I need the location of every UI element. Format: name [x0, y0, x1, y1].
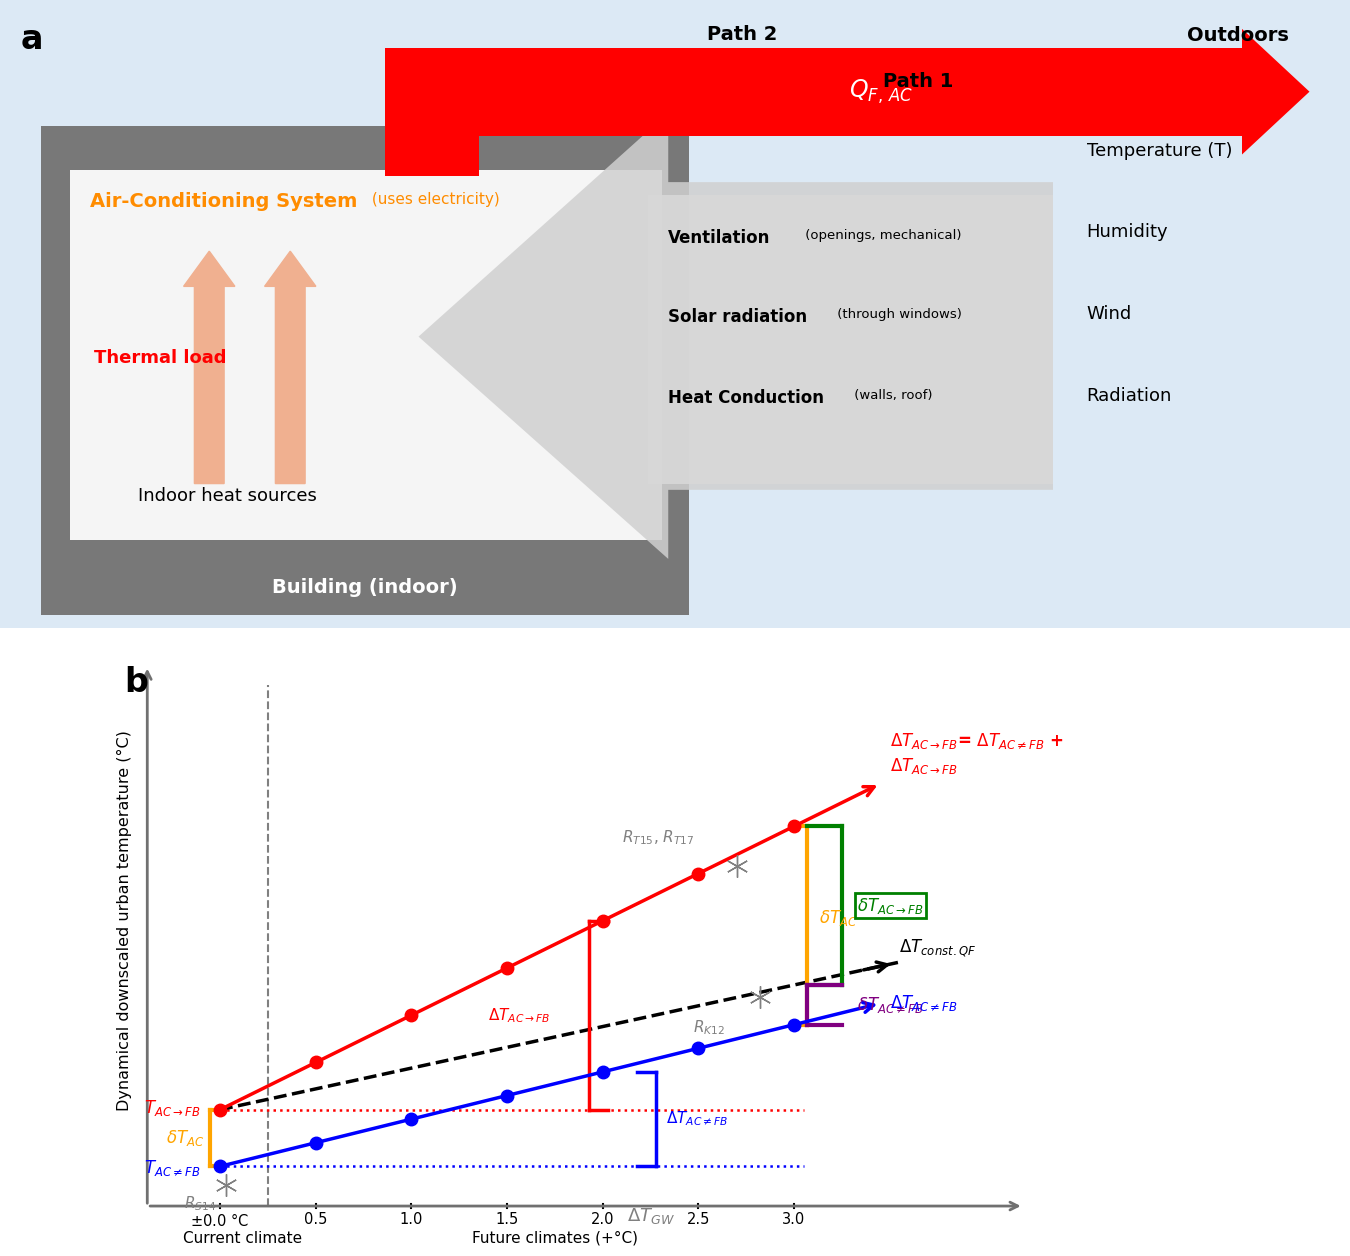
Text: $\delta T_{AC}$: $\delta T_{AC}$: [166, 1128, 205, 1148]
Text: $\Delta T_{AC \neq FB}$: $\Delta T_{AC \neq FB}$: [666, 1110, 728, 1128]
Text: Path 2: Path 2: [707, 25, 778, 44]
Text: $R_{S14}$: $R_{S14}$: [184, 1194, 216, 1213]
FancyArrow shape: [184, 251, 235, 484]
Text: (walls, roof): (walls, roof): [850, 389, 933, 402]
Text: Temperature (T): Temperature (T): [1087, 142, 1233, 160]
Text: Dynamical downscaled urban temperature (°C): Dynamical downscaled urban temperature (…: [117, 730, 132, 1112]
Text: Building (indoor): Building (indoor): [271, 578, 458, 598]
Text: $\delta T_{AC \rightarrow FB}$: $\delta T_{AC \rightarrow FB}$: [857, 896, 923, 916]
Text: $\Delta T_{AC \rightarrow FB}$: $\Delta T_{AC \rightarrow FB}$: [890, 756, 957, 776]
Text: Future climates (+°C): Future climates (+°C): [472, 1231, 637, 1246]
Text: $Q_{F,\,AC}$: $Q_{F,\,AC}$: [849, 78, 913, 106]
Text: Current climate: Current climate: [184, 1231, 302, 1246]
Text: (through windows): (through windows): [833, 308, 961, 320]
Text: Outdoors: Outdoors: [1188, 25, 1289, 45]
Text: $T_{AC \neq FB}$: $T_{AC \neq FB}$: [144, 1158, 201, 1178]
Text: Humidity: Humidity: [1087, 224, 1168, 241]
Text: $\delta T_{AC \neq FB}$: $\delta T_{AC \neq FB}$: [857, 995, 923, 1015]
Text: $\Delta T_{GW}$: $\Delta T_{GW}$: [626, 1206, 675, 1226]
Text: 2.0: 2.0: [591, 1212, 614, 1227]
Text: Indoor heat sources: Indoor heat sources: [138, 487, 316, 505]
Text: $T_{AC \rightarrow FB}$: $T_{AC \rightarrow FB}$: [144, 1098, 201, 1118]
Text: Solar radiation: Solar radiation: [668, 308, 807, 325]
Text: Air-Conditioning System: Air-Conditioning System: [90, 192, 358, 211]
Text: $R_{T15}$, $R_{T17}$: $R_{T15}$, $R_{T17}$: [622, 829, 694, 847]
Text: Ventilation: Ventilation: [668, 229, 771, 246]
Text: $\Delta T_{AC \rightarrow FB}$: $\Delta T_{AC \rightarrow FB}$: [487, 1006, 551, 1025]
Text: 0.5: 0.5: [304, 1212, 327, 1227]
FancyBboxPatch shape: [648, 195, 1053, 484]
Text: 3.0: 3.0: [783, 1212, 806, 1227]
Text: $\Delta T_{const.QF}$: $\Delta T_{const.QF}$: [899, 937, 976, 958]
Text: 2.5: 2.5: [687, 1212, 710, 1227]
Text: $\Delta T_{AC \neq FB}$: $\Delta T_{AC \neq FB}$: [890, 993, 957, 1014]
Polygon shape: [418, 113, 1053, 559]
Text: Path 1: Path 1: [883, 72, 953, 92]
FancyBboxPatch shape: [70, 170, 662, 540]
Text: $\pm$0.0 °C: $\pm$0.0 °C: [190, 1212, 250, 1228]
Text: Wind: Wind: [1087, 305, 1133, 323]
Text: a: a: [20, 23, 43, 55]
Text: (uses electricity): (uses electricity): [367, 192, 500, 207]
Text: b: b: [124, 666, 148, 698]
Text: Radiation: Radiation: [1087, 387, 1172, 404]
Bar: [385, 48, 1242, 136]
Text: Heat Conduction: Heat Conduction: [668, 389, 825, 407]
Text: Thermal load: Thermal load: [95, 349, 227, 367]
Text: $\Delta T_{AC \rightarrow FB}$= $\Delta T_{AC \neq FB}$ +: $\Delta T_{AC \rightarrow FB}$= $\Delta …: [890, 731, 1065, 751]
FancyArrow shape: [265, 251, 316, 484]
Text: $\delta T_{AC}$: $\delta T_{AC}$: [819, 908, 857, 928]
Text: $R_{K12}$: $R_{K12}$: [693, 1019, 725, 1036]
Polygon shape: [1242, 29, 1310, 154]
Bar: [385, 48, 479, 176]
Text: 1.0: 1.0: [400, 1212, 423, 1227]
Text: (openings, mechanical): (openings, mechanical): [801, 229, 961, 241]
Text: 1.5: 1.5: [495, 1212, 518, 1227]
FancyBboxPatch shape: [40, 126, 688, 615]
